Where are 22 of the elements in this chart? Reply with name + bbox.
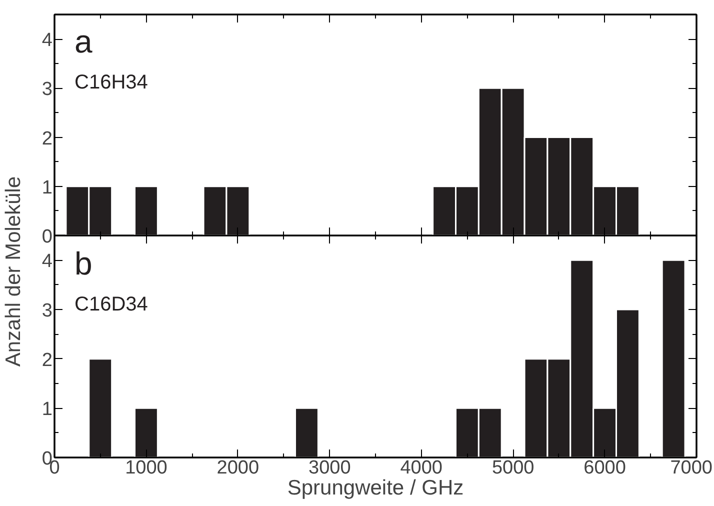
annotation: C16D34 [74, 294, 148, 316]
y-tick-label: 3 [42, 300, 53, 322]
annotation: a [74, 24, 92, 60]
y-tick-label: 2 [42, 128, 53, 150]
x-tick-label: 6000 [584, 458, 626, 478]
y-tick-label: 1 [42, 399, 53, 420]
x-axis-title: Sprungweite / GHz [287, 476, 464, 500]
y-tick-label: 0 [42, 226, 53, 248]
annotation: b [74, 246, 92, 282]
y-tick-label: 3 [42, 79, 53, 100]
y-tick-label: 4 [42, 251, 53, 272]
x-tick-label: 3000 [308, 458, 351, 478]
y-tick-label: 1 [42, 177, 53, 198]
y-tick-label: 4 [42, 30, 53, 52]
x-tick-label: 5000 [492, 458, 534, 478]
y-tick-label: 2 [42, 350, 53, 371]
x-tick-label: 4000 [400, 458, 443, 478]
x-tick-label: 2000 [216, 458, 260, 478]
x-tick-label: 1000 [125, 458, 168, 478]
x-tick-label: 7000 [670, 458, 713, 478]
annotation: C16H34 [74, 72, 148, 94]
y-axis-title: Anzahl der Moleküle [2, 176, 25, 367]
